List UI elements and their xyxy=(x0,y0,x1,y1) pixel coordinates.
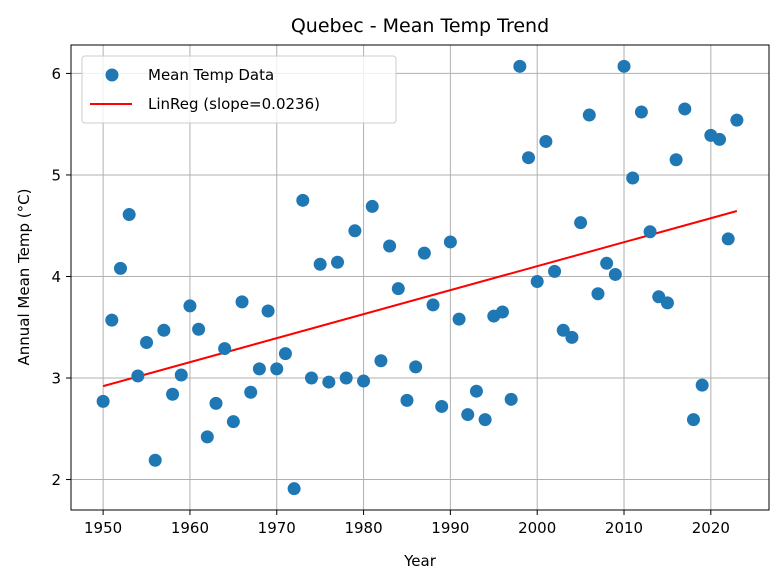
regression-line xyxy=(102,210,738,388)
data-point xyxy=(435,399,449,413)
data-point xyxy=(660,296,674,310)
data-point xyxy=(174,368,188,382)
data-point xyxy=(200,430,214,444)
data-point xyxy=(357,374,371,388)
data-point xyxy=(452,312,466,326)
data-point xyxy=(713,132,727,146)
data-point xyxy=(400,393,414,407)
data-point xyxy=(478,413,492,427)
data-point xyxy=(409,360,423,374)
data-point xyxy=(574,216,588,230)
data-point xyxy=(296,193,310,207)
data-point xyxy=(157,323,171,337)
x-tick-label: 1970 xyxy=(258,519,296,537)
chart-title: Quebec - Mean Temp Trend xyxy=(291,15,549,37)
data-point xyxy=(417,246,431,260)
x-tick-label: 1980 xyxy=(344,519,382,537)
x-tick-label: 1990 xyxy=(431,519,469,537)
data-point xyxy=(721,232,735,246)
y-tick-label: 3 xyxy=(51,370,61,388)
data-point xyxy=(252,362,266,376)
data-point xyxy=(461,408,475,422)
x-tick-label: 2010 xyxy=(605,519,643,537)
data-point xyxy=(105,313,119,327)
plot-frame xyxy=(70,44,770,511)
data-point xyxy=(278,347,292,361)
data-point xyxy=(626,171,640,185)
data-point xyxy=(513,59,527,73)
x-tick-label: 1950 xyxy=(84,519,122,537)
data-point xyxy=(348,224,362,238)
data-point xyxy=(374,354,388,368)
data-point xyxy=(270,362,284,376)
data-point xyxy=(96,394,110,408)
data-point xyxy=(548,264,562,278)
regression-line-group xyxy=(102,210,738,388)
data-point xyxy=(426,298,440,312)
data-point xyxy=(140,335,154,349)
legend-box xyxy=(81,55,397,124)
data-point xyxy=(226,415,240,429)
data-point xyxy=(183,299,197,313)
x-axis-ticks: 1950 1960 1970 1980 1990 2000 2010 2020 xyxy=(84,510,730,537)
legend-label-line: LinReg (slope=0.0236) xyxy=(148,95,320,113)
x-tick-label: 2020 xyxy=(692,519,730,537)
data-point xyxy=(686,413,700,427)
data-point xyxy=(209,396,223,410)
data-point xyxy=(504,392,518,406)
data-point xyxy=(695,378,709,392)
data-point xyxy=(383,239,397,253)
data-point xyxy=(617,59,631,73)
data-point xyxy=(313,257,327,271)
data-point xyxy=(678,102,692,116)
data-point xyxy=(304,371,318,385)
data-point xyxy=(730,113,744,127)
y-tick-label: 4 xyxy=(51,268,61,286)
y-axis-ticks: 2 3 4 5 6 xyxy=(51,65,71,489)
data-point xyxy=(122,208,136,222)
data-point xyxy=(600,256,614,270)
y-tick-label: 5 xyxy=(51,166,61,184)
legend-label-scatter: Mean Temp Data xyxy=(148,66,274,84)
data-point xyxy=(469,384,483,398)
data-point xyxy=(669,153,683,167)
data-point xyxy=(331,255,345,269)
data-point xyxy=(391,282,405,296)
data-point xyxy=(218,342,232,356)
data-point xyxy=(608,267,622,281)
legend-marker-scatter xyxy=(105,68,119,82)
data-point xyxy=(166,387,180,401)
data-point xyxy=(591,287,605,301)
x-axis-label: Year xyxy=(403,552,437,570)
data-point xyxy=(322,375,336,389)
data-point xyxy=(539,134,553,148)
x-tick-label: 2000 xyxy=(518,519,556,537)
data-point xyxy=(522,151,536,165)
data-point xyxy=(192,322,206,336)
data-point xyxy=(235,295,249,309)
y-tick-label: 2 xyxy=(51,471,61,489)
data-point xyxy=(443,235,457,249)
data-point xyxy=(113,261,127,275)
legend: Mean Temp Data LinReg (slope=0.0236) xyxy=(81,55,397,124)
data-point xyxy=(556,323,570,337)
data-point xyxy=(643,225,657,239)
data-point xyxy=(287,482,301,496)
data-point xyxy=(261,304,275,318)
data-point xyxy=(634,105,648,119)
y-tick-label: 6 xyxy=(51,65,61,83)
x-tick-label: 1960 xyxy=(171,519,209,537)
data-point xyxy=(148,453,162,467)
data-point xyxy=(339,371,353,385)
data-point xyxy=(565,330,579,344)
data-point xyxy=(582,108,596,122)
scatter-points xyxy=(96,59,744,496)
data-point xyxy=(244,385,258,399)
data-point xyxy=(365,199,379,213)
y-axis-label: Annual Mean Temp (°C) xyxy=(15,189,33,366)
data-point xyxy=(495,305,509,319)
data-point xyxy=(131,369,145,383)
data-point xyxy=(530,275,544,289)
